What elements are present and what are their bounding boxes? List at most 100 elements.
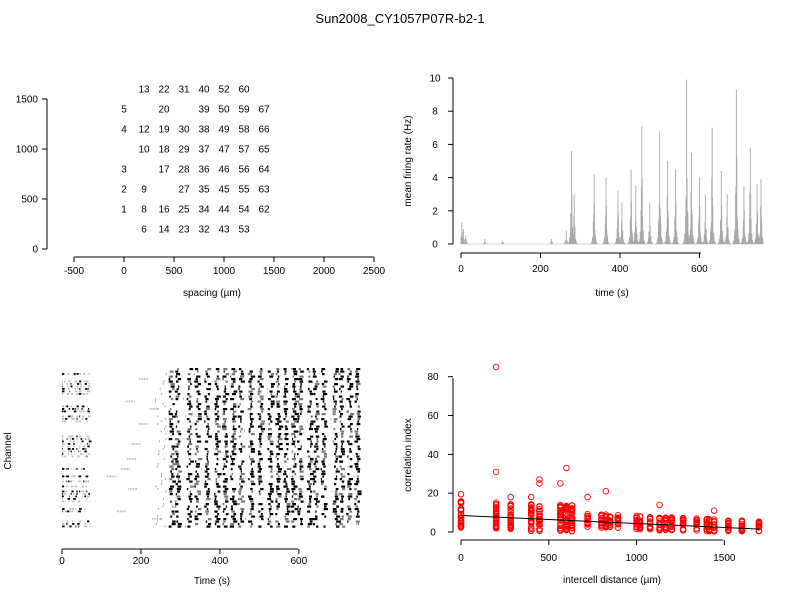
spike-mark (62, 450, 64, 453)
spike-mark (194, 485, 196, 488)
data-point (710, 516, 718, 523)
spike-mark (315, 403, 319, 406)
spike-mark (129, 488, 131, 490)
spike-mark (81, 440, 84, 443)
spike-mark (84, 383, 87, 385)
spike-mark (222, 408, 228, 411)
spike-mark (163, 380, 165, 383)
spike-mark (67, 500, 69, 503)
spike-mark (309, 468, 312, 471)
spike-mark (251, 490, 254, 493)
spike-mark (143, 423, 145, 425)
spike-mark (190, 383, 192, 386)
spike-mark (239, 488, 242, 491)
spike-mark (308, 463, 312, 466)
spike-mark (113, 475, 115, 478)
spike-mark (336, 468, 339, 471)
y-tick-label: 8 (432, 107, 438, 118)
channel-label-22: 22 (158, 85, 170, 96)
spike-mark (307, 450, 310, 453)
spike-mark (214, 403, 218, 406)
spike-mark (347, 473, 350, 476)
spike-mark (76, 448, 78, 450)
channel-label-10: 10 (138, 145, 150, 156)
spike-mark (323, 380, 328, 383)
spike-mark (207, 460, 209, 463)
spike-mark (62, 523, 65, 525)
spike-mark (291, 450, 294, 453)
spike-mark (84, 500, 86, 503)
spike-mark (276, 465, 280, 468)
spike-mark (216, 445, 219, 448)
spike-mark (87, 390, 90, 393)
spike-mark (204, 485, 207, 488)
channel-label-39: 39 (198, 105, 210, 116)
spike-mark (186, 438, 191, 441)
spike-mark (225, 460, 228, 463)
spike-mark (267, 520, 272, 523)
spike-mark (268, 415, 272, 418)
spike-mark (177, 478, 180, 481)
data-point (557, 520, 564, 527)
spike-mark (62, 453, 64, 455)
spike-mark (278, 383, 280, 386)
spike-mark (258, 480, 263, 483)
spike-mark (68, 453, 70, 455)
spike-mark (348, 373, 352, 376)
spike-mark (316, 405, 319, 408)
spike-mark (283, 408, 289, 411)
spike-mark (161, 480, 163, 483)
spike-mark (189, 490, 192, 493)
spike-mark (285, 383, 288, 386)
spike-mark (276, 508, 279, 511)
spike-mark (229, 455, 232, 458)
spike-mark (299, 375, 304, 378)
data-point (706, 527, 713, 535)
spike-mark (240, 485, 243, 488)
spike-mark (83, 468, 85, 470)
spike-mark (321, 370, 323, 373)
spike-mark (195, 470, 197, 473)
spike-mark (261, 518, 264, 521)
spike-mark (270, 525, 273, 528)
spike-mark (239, 375, 245, 378)
spike-mark (240, 513, 243, 516)
spike-mark (276, 488, 280, 491)
spike-mark (239, 393, 242, 396)
spike-mark (335, 370, 339, 373)
spike-mark (294, 413, 299, 416)
spike-mark (250, 525, 252, 528)
spike-mark (315, 503, 318, 506)
spike-mark (340, 413, 343, 416)
spike-mark (310, 415, 313, 418)
spike-mark (270, 405, 273, 408)
spike-mark (152, 518, 154, 520)
spike-mark (240, 430, 242, 433)
data-point (557, 501, 564, 509)
spike-mark (314, 515, 318, 518)
spike-mark (278, 415, 281, 418)
spike-mark (225, 505, 228, 508)
spike-mark (231, 373, 235, 376)
spike-mark (76, 385, 79, 388)
spike-mark (275, 500, 278, 503)
spike-mark (322, 440, 325, 443)
spike-mark (233, 520, 238, 523)
spike-mark (309, 473, 314, 476)
spike-mark (270, 500, 274, 503)
spike-mark (66, 510, 70, 513)
data-point (725, 526, 732, 533)
spike-mark (294, 378, 299, 381)
spike-mark (356, 455, 360, 458)
spike-mark (277, 375, 280, 378)
spike-mark (315, 443, 318, 446)
spike-mark (204, 440, 209, 443)
spike-mark (142, 378, 144, 380)
spike-mark (72, 475, 74, 478)
spike-mark (248, 395, 253, 398)
spike-mark (239, 478, 244, 481)
spike-mark (321, 413, 326, 416)
spike-mark (349, 370, 353, 373)
